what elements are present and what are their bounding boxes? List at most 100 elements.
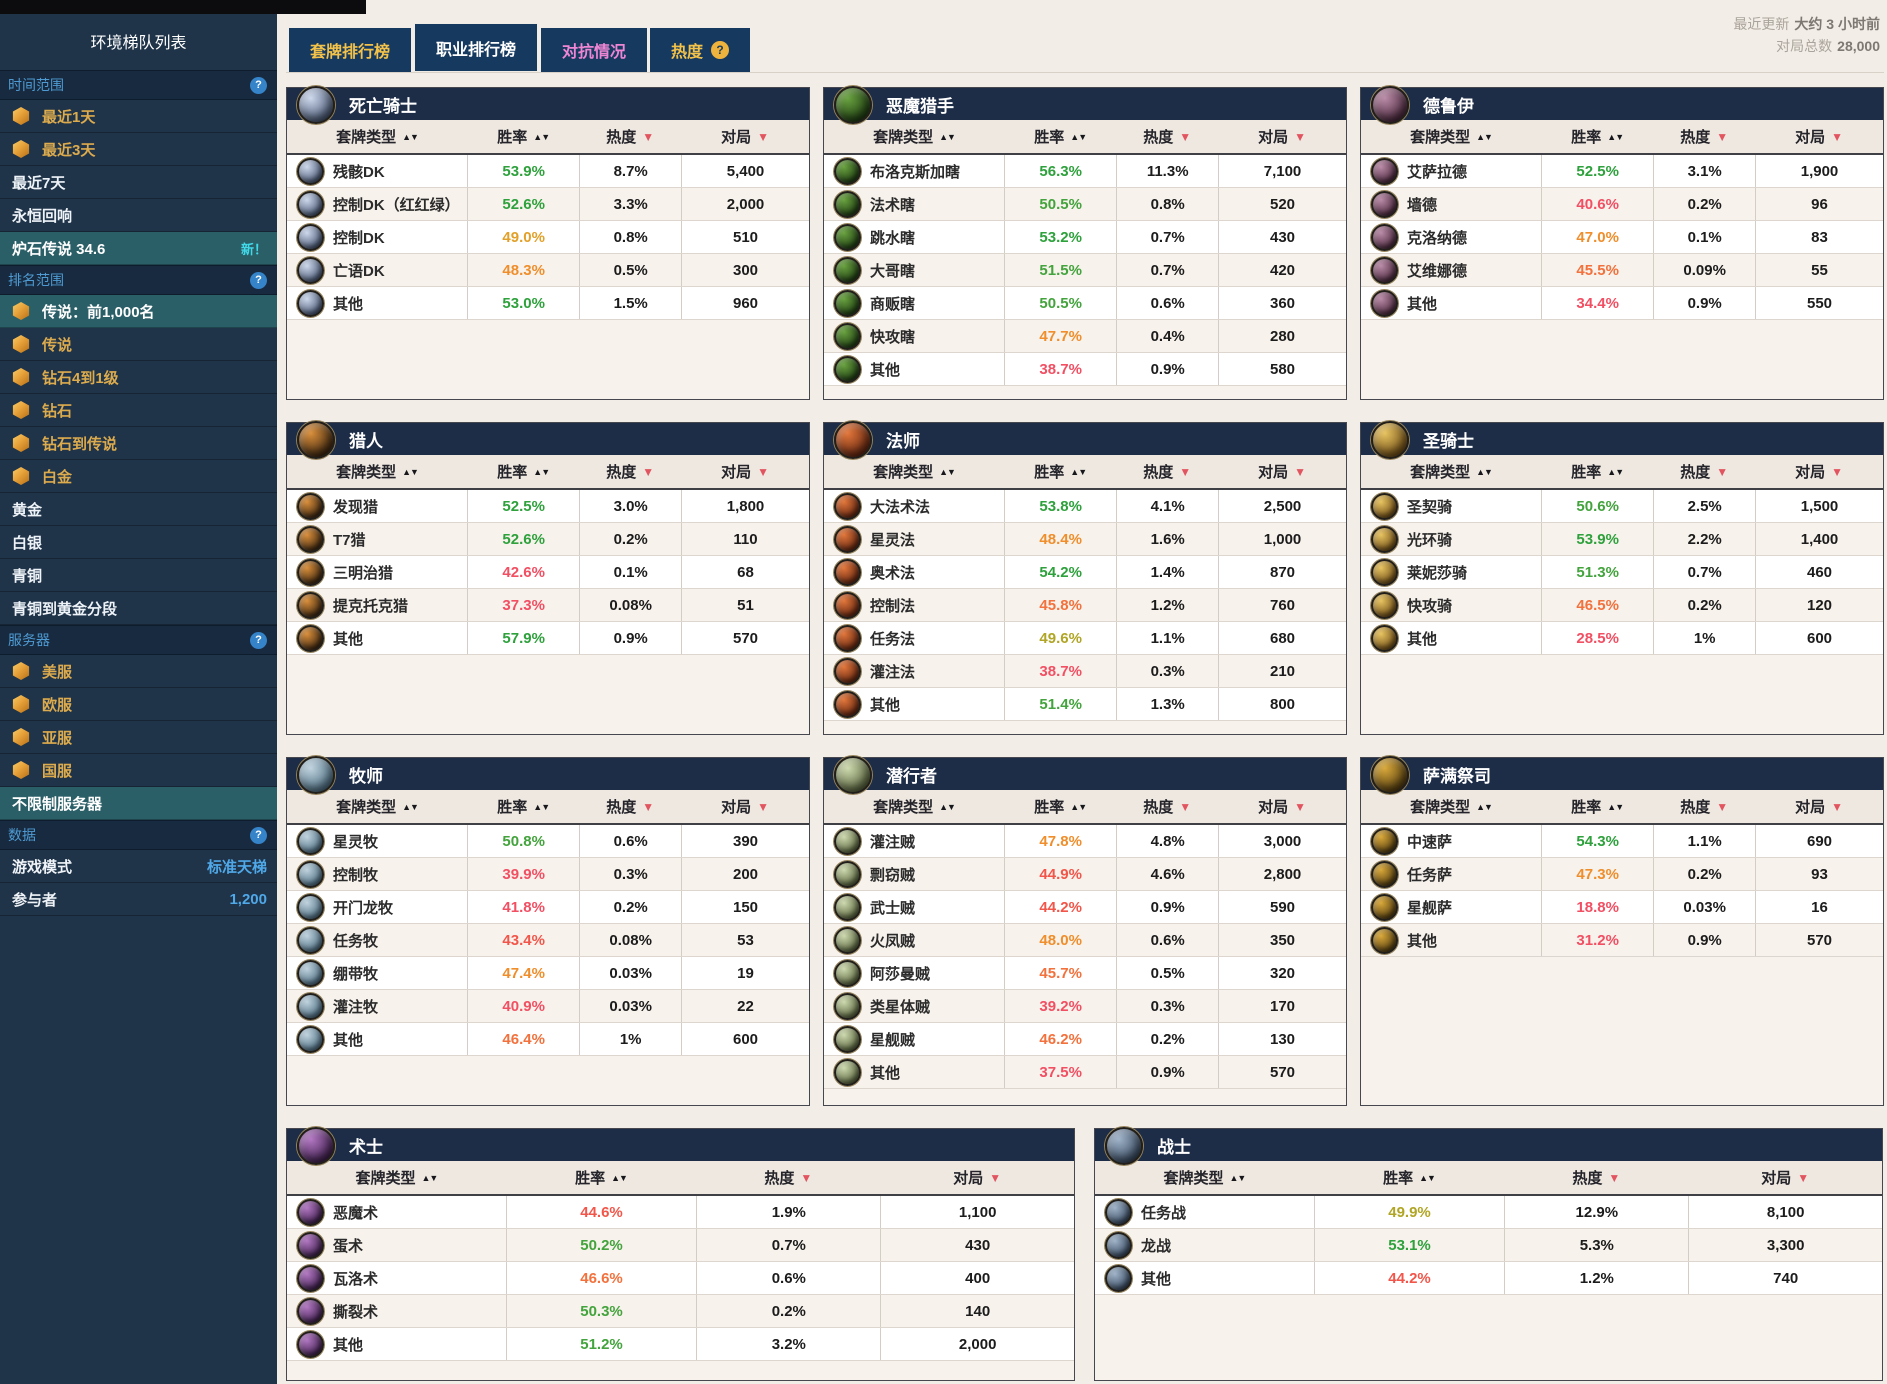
deck-row[interactable]: 圣契骑 50.6% 2.5% 1,500 bbox=[1361, 490, 1883, 523]
deck-row[interactable]: 快攻瞎 47.7% 0.4% 280 bbox=[824, 320, 1346, 353]
deck-row[interactable]: 蛋术 50.2% 0.7% 430 bbox=[287, 1229, 1074, 1262]
deck-row[interactable]: 奥术法 54.2% 1.4% 870 bbox=[824, 556, 1346, 589]
sidebar-filter-item[interactable]: 黄金 bbox=[0, 493, 277, 526]
tab[interactable]: 热度 ? bbox=[650, 28, 751, 72]
deck-row[interactable]: 提克托克猎 37.3% 0.08% 51 bbox=[287, 589, 809, 622]
deck-row[interactable]: 克洛纳德 47.0% 0.1% 83 bbox=[1361, 221, 1883, 254]
deck-row[interactable]: 灌注牧 40.9% 0.03% 22 bbox=[287, 990, 809, 1023]
column-games[interactable]: 对局 ▼ bbox=[721, 129, 769, 146]
deck-row[interactable]: 大法术法 53.8% 4.1% 2,500 bbox=[824, 490, 1346, 523]
column-popularity[interactable]: 热度 ▼ bbox=[1680, 799, 1729, 816]
column-popularity[interactable]: 热度 ▼ bbox=[606, 129, 655, 146]
deck-row[interactable]: 星灵牧 50.8% 0.6% 390 bbox=[287, 825, 809, 858]
column-archetype[interactable]: 套牌类型 ▲▼ bbox=[1410, 464, 1493, 481]
sidebar-filter-item[interactable]: 亚服 bbox=[0, 721, 277, 754]
deck-row[interactable]: 其他 44.2% 1.2% 740 bbox=[1095, 1262, 1882, 1295]
tab[interactable]: 职业排行榜 ? bbox=[414, 23, 539, 72]
sidebar-filter-item[interactable]: 钻石 bbox=[0, 394, 277, 427]
deck-row[interactable]: 开门龙牧 41.8% 0.2% 150 bbox=[287, 891, 809, 924]
deck-row[interactable]: 任务战 49.9% 12.9% 8,100 bbox=[1095, 1196, 1882, 1229]
sidebar-filter-item[interactable]: 不限制服务器 bbox=[0, 787, 277, 820]
column-popularity[interactable]: 热度 ▼ bbox=[1680, 464, 1729, 481]
deck-row[interactable]: 其他 51.2% 3.2% 2,000 bbox=[287, 1328, 1074, 1361]
column-popularity[interactable]: 热度 ▼ bbox=[1680, 129, 1729, 146]
column-winrate[interactable]: 胜率 ▲▼ bbox=[1034, 799, 1087, 816]
deck-row[interactable]: 瓦洛术 46.6% 0.6% 400 bbox=[287, 1262, 1074, 1295]
tab[interactable]: 对抗情况 ? bbox=[541, 28, 648, 72]
column-winrate[interactable]: 胜率 ▲▼ bbox=[1571, 129, 1624, 146]
deck-row[interactable]: 其他 57.9% 0.9% 570 bbox=[287, 622, 809, 655]
deck-row[interactable]: 龙战 53.1% 5.3% 3,300 bbox=[1095, 1229, 1882, 1262]
help-icon[interactable]: ? bbox=[250, 631, 267, 649]
deck-row[interactable]: 控制法 45.8% 1.2% 760 bbox=[824, 589, 1346, 622]
column-popularity[interactable]: 热度 ▼ bbox=[606, 799, 655, 816]
column-popularity[interactable]: 热度 ▼ bbox=[764, 1170, 813, 1187]
column-archetype[interactable]: 套牌类型 ▲▼ bbox=[873, 799, 956, 816]
deck-row[interactable]: 其他 31.2% 0.9% 570 bbox=[1361, 924, 1883, 957]
column-popularity[interactable]: 热度 ▼ bbox=[1143, 799, 1192, 816]
column-archetype[interactable]: 套牌类型 ▲▼ bbox=[1410, 129, 1493, 146]
deck-row[interactable]: 剽窃贼 44.9% 4.6% 2,800 bbox=[824, 858, 1346, 891]
deck-row[interactable]: 阿莎曼贼 45.7% 0.5% 320 bbox=[824, 957, 1346, 990]
deck-row[interactable]: 火凤贼 48.0% 0.6% 350 bbox=[824, 924, 1346, 957]
deck-row[interactable]: 中速萨 54.3% 1.1% 690 bbox=[1361, 825, 1883, 858]
sidebar-filter-item[interactable]: 欧服 bbox=[0, 688, 277, 721]
deck-row[interactable]: 星灵法 48.4% 1.6% 1,000 bbox=[824, 523, 1346, 556]
column-winrate[interactable]: 胜率 ▲▼ bbox=[497, 464, 550, 481]
deck-row[interactable]: 武士贼 44.2% 0.9% 590 bbox=[824, 891, 1346, 924]
sidebar-filter-item[interactable]: 钻石4到1级 bbox=[0, 361, 277, 394]
sidebar-filter-item[interactable]: 最近3天 bbox=[0, 133, 277, 166]
sidebar-filter-item[interactable]: 传说 bbox=[0, 328, 277, 361]
column-popularity[interactable]: 热度 ▼ bbox=[1143, 129, 1192, 146]
deck-row[interactable]: 任务萨 47.3% 0.2% 93 bbox=[1361, 858, 1883, 891]
deck-row[interactable]: 莱妮莎骑 51.3% 0.7% 460 bbox=[1361, 556, 1883, 589]
deck-row[interactable]: 任务牧 43.4% 0.08% 53 bbox=[287, 924, 809, 957]
sidebar-filter-item[interactable]: 青铜到黄金分段 bbox=[0, 592, 277, 625]
column-games[interactable]: 对局 ▼ bbox=[1795, 464, 1843, 481]
deck-row[interactable]: 法术瞎 50.5% 0.8% 520 bbox=[824, 188, 1346, 221]
column-popularity[interactable]: 热度 ▼ bbox=[1572, 1170, 1621, 1187]
column-games[interactable]: 对局 ▼ bbox=[1258, 464, 1306, 481]
column-archetype[interactable]: 套牌类型 ▲▼ bbox=[1410, 799, 1493, 816]
deck-row[interactable]: 其他 28.5% 1% 600 bbox=[1361, 622, 1883, 655]
column-winrate[interactable]: 胜率 ▲▼ bbox=[497, 799, 550, 816]
sidebar-filter-item[interactable]: 青铜 bbox=[0, 559, 277, 592]
column-games[interactable]: 对局 ▼ bbox=[1258, 799, 1306, 816]
sidebar-filter-item[interactable]: 传说：前1,000名 bbox=[0, 295, 277, 328]
sidebar-filter-item[interactable]: 美服 bbox=[0, 655, 277, 688]
help-icon[interactable]: ? bbox=[250, 826, 267, 844]
deck-row[interactable]: 其他 38.7% 0.9% 580 bbox=[824, 353, 1346, 386]
column-archetype[interactable]: 套牌类型 ▲▼ bbox=[873, 464, 956, 481]
sidebar-filter-item[interactable]: 白金 bbox=[0, 460, 277, 493]
column-archetype[interactable]: 套牌类型 ▲▼ bbox=[336, 799, 419, 816]
deck-row[interactable]: 绷带牧 47.4% 0.03% 19 bbox=[287, 957, 809, 990]
column-archetype[interactable]: 套牌类型 ▲▼ bbox=[355, 1170, 438, 1187]
deck-row[interactable]: 撕裂术 50.3% 0.2% 140 bbox=[287, 1295, 1074, 1328]
deck-row[interactable]: 布洛克斯加瞎 56.3% 11.3% 7,100 bbox=[824, 155, 1346, 188]
sidebar-filter-item[interactable]: 最近1天 bbox=[0, 100, 277, 133]
deck-row[interactable]: 其他 53.0% 1.5% 960 bbox=[287, 287, 809, 320]
deck-row[interactable]: 类星体贼 39.2% 0.3% 170 bbox=[824, 990, 1346, 1023]
deck-row[interactable]: 其他 51.4% 1.3% 800 bbox=[824, 688, 1346, 721]
deck-row[interactable]: 跳水瞎 53.2% 0.7% 430 bbox=[824, 221, 1346, 254]
sidebar-filter-item[interactable]: 钻石到传说 bbox=[0, 427, 277, 460]
column-games[interactable]: 对局 ▼ bbox=[1761, 1170, 1810, 1187]
deck-row[interactable]: 恶魔术 44.6% 1.9% 1,100 bbox=[287, 1196, 1074, 1229]
column-winrate[interactable]: 胜率 ▲▼ bbox=[1383, 1170, 1436, 1187]
deck-row[interactable]: 艾萨拉德 52.5% 3.1% 1,900 bbox=[1361, 155, 1883, 188]
column-games[interactable]: 对局 ▼ bbox=[1258, 129, 1306, 146]
deck-row[interactable]: 其他 34.4% 0.9% 550 bbox=[1361, 287, 1883, 320]
deck-row[interactable]: 光环骑 53.9% 2.2% 1,400 bbox=[1361, 523, 1883, 556]
column-games[interactable]: 对局 ▼ bbox=[721, 464, 769, 481]
deck-row[interactable]: 艾维娜德 45.5% 0.09% 55 bbox=[1361, 254, 1883, 287]
column-winrate[interactable]: 胜率 ▲▼ bbox=[497, 129, 550, 146]
column-winrate[interactable]: 胜率 ▲▼ bbox=[575, 1170, 628, 1187]
column-archetype[interactable]: 套牌类型 ▲▼ bbox=[336, 464, 419, 481]
deck-row[interactable]: 其他 46.4% 1% 600 bbox=[287, 1023, 809, 1056]
sidebar-filter-item[interactable]: 国服 bbox=[0, 754, 277, 787]
column-winrate[interactable]: 胜率 ▲▼ bbox=[1034, 464, 1087, 481]
help-icon[interactable]: ? bbox=[250, 271, 267, 289]
deck-row[interactable]: 墙德 40.6% 0.2% 96 bbox=[1361, 188, 1883, 221]
deck-row[interactable]: 控制DK（红红绿） 52.6% 3.3% 2,000 bbox=[287, 188, 809, 221]
deck-row[interactable]: 发现猎 52.5% 3.0% 1,800 bbox=[287, 490, 809, 523]
